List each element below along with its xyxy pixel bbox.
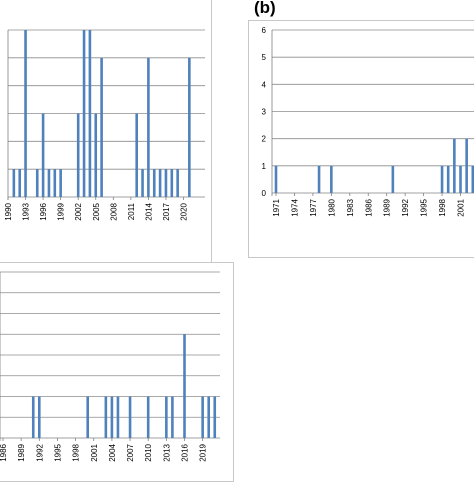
bar-2002	[465, 139, 468, 193]
y-tick-label: 1	[262, 162, 267, 171]
bar-2016	[183, 334, 186, 438]
x-tick-label: 1990	[4, 202, 13, 220]
x-tick-label: 1980	[327, 198, 336, 216]
chart-c: 1986 1989 1992 1995 1998 2001 2004 2007 2010 2013…	[0, 272, 220, 462]
x-tick-label: 2016	[181, 443, 190, 461]
chart-b: 0 1 2 3 4 5 6 1971 1974 1977 1980 1983 1986 1989 1992 1…	[262, 26, 474, 217]
bar-2004	[89, 30, 92, 197]
x-tick-label: 2019	[199, 443, 208, 461]
bar-2004	[111, 397, 114, 439]
y-tick-label: 2	[262, 135, 267, 144]
x-tick-label: 2008	[109, 202, 118, 220]
x-tick-label: 1986	[0, 443, 8, 461]
bar-1998	[54, 169, 57, 197]
bar-2012	[135, 114, 138, 198]
bar-1999	[59, 169, 62, 197]
chart-a: 1990 1993 1996 1999 2002 2005 2008 2011 2014 2017…	[4, 30, 205, 221]
x-tick-label: 2007	[126, 443, 135, 461]
bar-2017	[165, 169, 168, 197]
x-tick-label: 2017	[162, 202, 171, 220]
bar-1980	[330, 166, 333, 193]
x-tick-label: 1992	[35, 443, 44, 461]
x-tick-label: 1995	[53, 443, 62, 461]
bar-2003	[105, 397, 108, 439]
x-tick-label: 2020	[180, 202, 189, 220]
bar-2013	[165, 397, 168, 439]
bar-2015	[153, 169, 156, 197]
bar-2005	[94, 114, 97, 198]
bar-2020	[207, 397, 210, 439]
bar-1998	[441, 166, 444, 193]
x-tick-label: 2004	[108, 443, 117, 461]
bar-1995	[36, 169, 39, 197]
x-tick-label: 1974	[290, 198, 299, 216]
y-tick-label: 6	[262, 26, 267, 35]
y-tick-label: 0	[262, 189, 267, 198]
bar-2001	[459, 166, 462, 193]
bar-1997	[48, 169, 51, 197]
y-tick-label: 3	[262, 108, 267, 117]
x-tick-label: 2010	[144, 443, 153, 461]
bar-1992	[38, 397, 41, 439]
x-tick-label: 1998	[72, 443, 81, 461]
bar-2013	[141, 169, 144, 197]
bar-2005	[117, 397, 120, 439]
x-tick-label: 2011	[127, 202, 136, 220]
bar-1978	[318, 166, 321, 193]
bar-2014	[147, 58, 150, 197]
x-tick-label: 2001	[457, 198, 466, 216]
bar-2007	[129, 397, 132, 439]
bar-1992	[18, 169, 21, 197]
bar-1991	[13, 169, 16, 197]
x-tick-label: 2005	[92, 202, 101, 220]
bar-2019	[176, 169, 179, 197]
x-tick-label: 1989	[383, 198, 392, 216]
x-tick-label: 1999	[57, 202, 66, 220]
bar-2019	[201, 397, 204, 439]
bar-2016	[159, 169, 162, 197]
bar-1996	[42, 114, 45, 198]
x-tick-label: 1996	[39, 202, 48, 220]
x-tick-label: 2001	[90, 443, 99, 461]
x-tick-label: 1995	[420, 198, 429, 216]
x-tick-label: 1986	[364, 198, 373, 216]
x-tick-label: 1989	[17, 443, 26, 461]
bar-2018	[171, 169, 174, 197]
bar-1990	[392, 166, 395, 193]
bar-1993	[24, 30, 27, 197]
x-tick-label: 1971	[272, 198, 281, 216]
x-tick-label: 2014	[144, 202, 153, 220]
x-tick-label: 1993	[22, 202, 31, 220]
bar-1991	[32, 397, 35, 439]
bar-2014	[171, 397, 174, 439]
x-tick-label: 1977	[309, 198, 318, 216]
bar-1999	[447, 166, 450, 193]
y-tick-label: 5	[262, 53, 267, 62]
x-tick-label: 2013	[162, 443, 171, 461]
y-tick-label: 4	[262, 80, 267, 89]
bar-2006	[100, 58, 103, 197]
bar-2021	[213, 397, 216, 439]
x-tick-label: 1992	[401, 198, 410, 216]
bar-2000	[86, 397, 89, 439]
bar-2010	[147, 397, 150, 439]
bar-2021	[188, 58, 191, 197]
x-tick-label: 1983	[346, 198, 355, 216]
bar-1971	[275, 166, 278, 193]
x-tick-label: 2002	[74, 202, 83, 220]
x-tick-label: 1998	[438, 198, 447, 216]
bar-2002	[77, 114, 80, 198]
bar-2000	[453, 139, 456, 193]
bar-2003	[83, 30, 86, 197]
